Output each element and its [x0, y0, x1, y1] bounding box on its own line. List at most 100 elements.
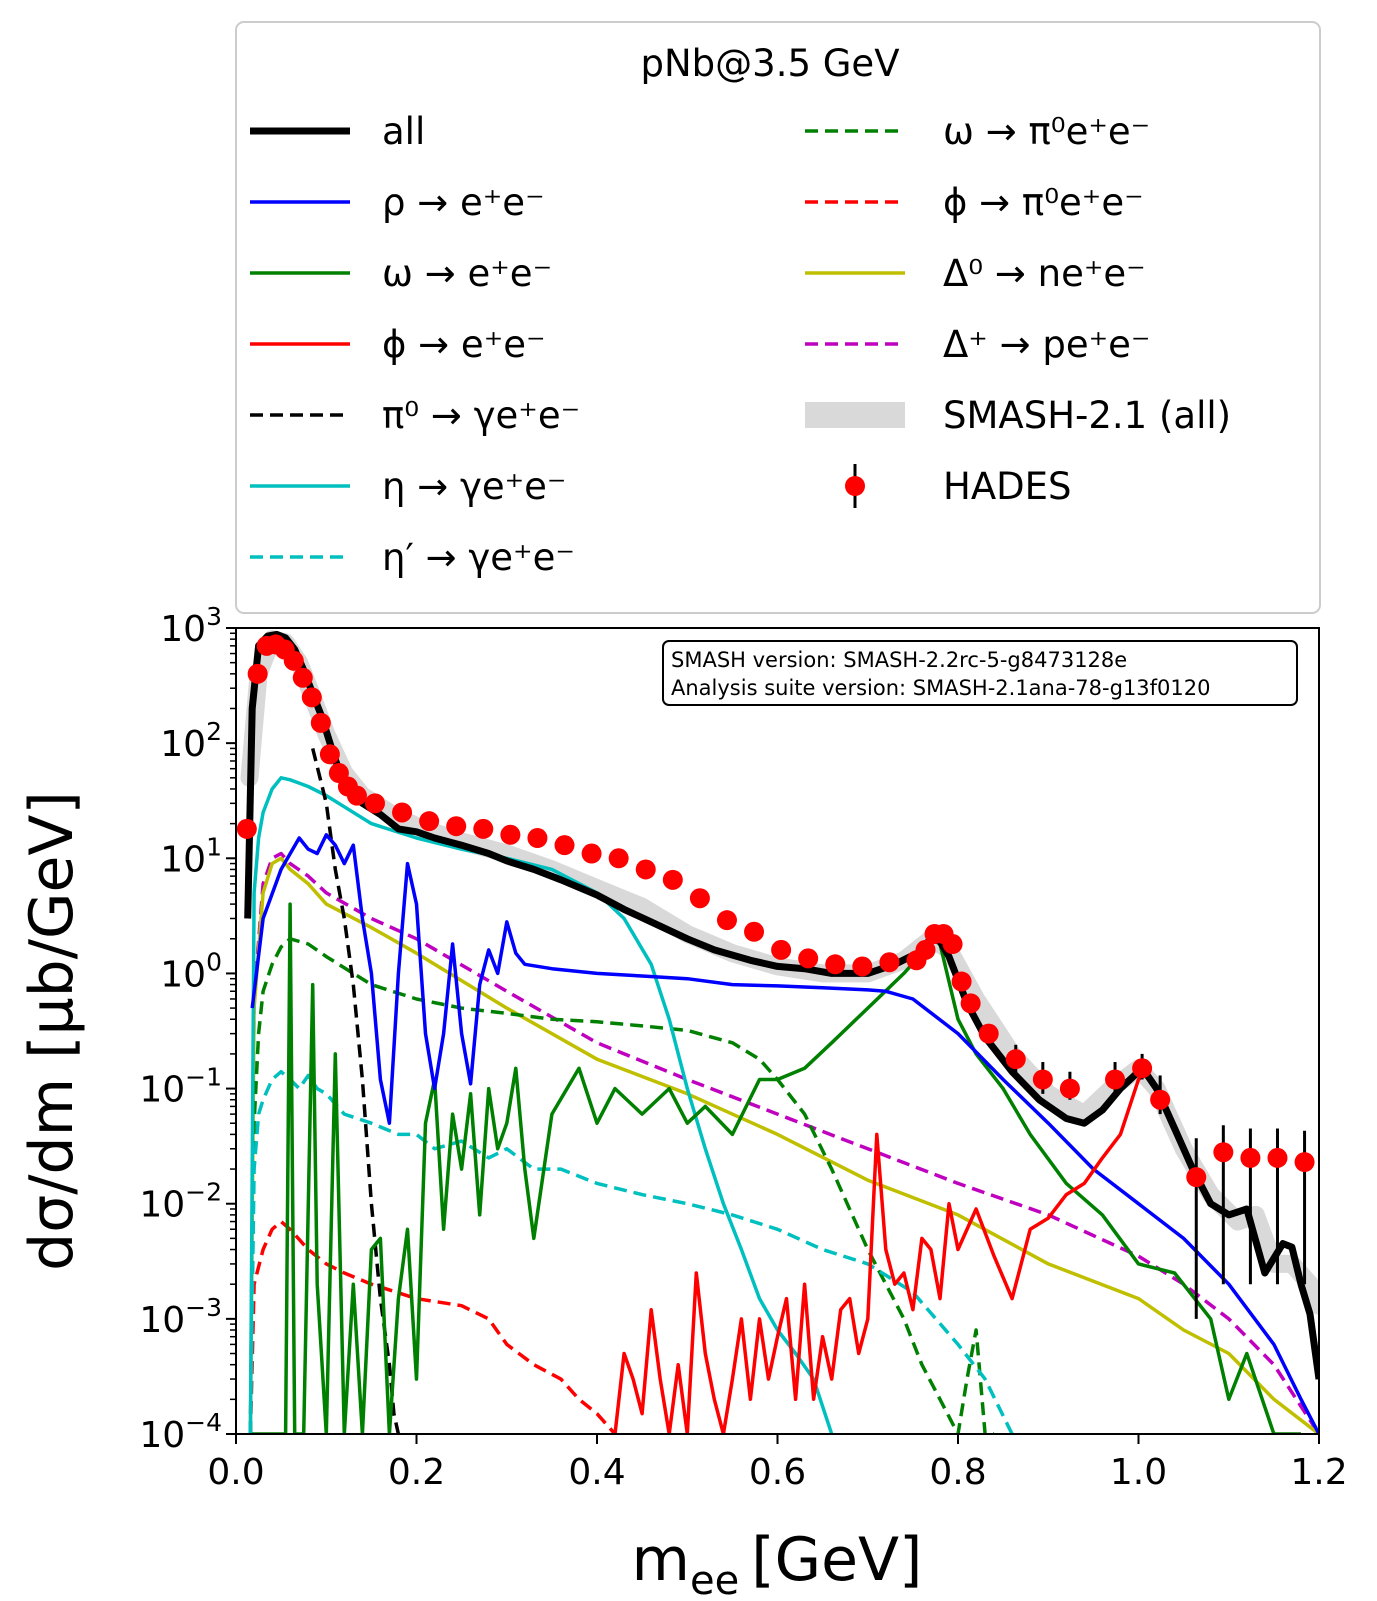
hades-data-point [500, 824, 521, 845]
hades-data-point [581, 843, 602, 864]
series-line-pi0 [311, 747, 401, 1434]
hades-data-point [292, 667, 313, 688]
hades-data-point [771, 939, 792, 960]
legend-label-eta: η → γe⁺e⁻ [382, 465, 566, 508]
series-line-etap [248, 1069, 1014, 1434]
legend-entries: all ρ → e⁺e⁻ ω → e⁺e⁻ ϕ → e⁺e⁻ π⁰ → γe⁺e⁻ η →… [250, 110, 1231, 579]
hades-data-point [1240, 1147, 1261, 1168]
legend-label-rho: ρ → e⁺e⁻ [382, 181, 545, 224]
version-annotation: SMASH version: SMASH-2.2rc-5-g8473128e A… [662, 640, 1298, 706]
hades-data-point [310, 712, 331, 733]
y-tick-label: 100 [160, 947, 222, 995]
hades-data-point [1294, 1152, 1315, 1173]
hades-data-points [236, 634, 1315, 1319]
hades-data-point [879, 952, 900, 973]
legend-label-all: all [382, 110, 425, 153]
hades-data-point [608, 848, 629, 869]
y-tick-label: 101 [160, 832, 222, 880]
x-tick-label: 1.2 [1290, 1452, 1347, 1493]
hades-data-point [689, 888, 710, 909]
hades-data-point [1105, 1069, 1126, 1090]
y-tick-label: 10−2 [139, 1178, 222, 1226]
legend-frame [235, 21, 1321, 614]
hades-data-point [1132, 1058, 1153, 1079]
series-line-deltaP [248, 851, 1319, 1434]
hades-data-point [473, 818, 494, 839]
series-line-all [244, 630, 1319, 1380]
hades-data-point [951, 971, 972, 992]
hades-data-point [635, 859, 656, 880]
legend-label-omega: ω → e⁺e⁻ [382, 252, 552, 295]
annotation-frame [662, 640, 1298, 706]
hades-data-point [744, 921, 765, 942]
legend: pNb@3.5 GeV all ρ → e⁺e⁻ ω → e⁺e⁻ ϕ → e⁺e⁻ π… [235, 21, 1321, 614]
hades-data-point [319, 744, 340, 765]
hades-data-point [825, 954, 846, 975]
hades-data-point [1059, 1078, 1080, 1099]
legend-label-deltaP: Δ⁺ → pe⁺e⁻ [943, 323, 1150, 366]
hades-data-point [852, 956, 873, 977]
legend-label-hades: HADES [943, 465, 1072, 508]
hades-data-point [978, 1023, 999, 1044]
hades-data-point [236, 818, 257, 839]
y-tick-label: 10−1 [139, 1063, 222, 1111]
hades-data-point [662, 869, 683, 890]
x-tick-label: 0.2 [388, 1452, 445, 1493]
hades-data-point [942, 934, 963, 955]
hades-data-point [798, 948, 819, 969]
x-tick-label: 0.6 [749, 1452, 806, 1493]
legend-label-delta0: Δ⁰ → ne⁺e⁻ [943, 252, 1146, 295]
x-tick-label: 0.0 [207, 1452, 264, 1493]
legend-title: pNb@3.5 GeV [641, 42, 900, 85]
hades-data-point [346, 785, 367, 806]
plot-area: 0.0 0.2 0.4 0.6 0.8 1.0 1.2 103 102 101 100 10−1 10… [139, 602, 1347, 1493]
hades-data-point [915, 939, 936, 960]
annotation-line-2: Analysis suite version: SMASH-2.1ana-78-… [671, 676, 1211, 700]
series-line-delta0 [248, 856, 1319, 1434]
series-line-smash21 [240, 630, 1319, 1315]
hades-data-point [527, 828, 548, 849]
hades-data-point [392, 802, 413, 823]
hades-data-point [1186, 1167, 1207, 1188]
legend-label-pi0: π⁰ → γe⁺e⁻ [382, 394, 580, 437]
series-line-rho [250, 833, 1319, 1434]
hades-data-point [247, 663, 268, 684]
hades-data-point [1032, 1069, 1053, 1090]
annotation-line-1: SMASH version: SMASH-2.2rc-5-g8473128e [671, 648, 1127, 672]
legend-label-omegaDalitz: ω → π⁰e⁺e⁻ [943, 110, 1150, 153]
legend-label-smash21: SMASH-2.1 (all) [943, 394, 1231, 437]
series-line-omega [252, 902, 1301, 1434]
hades-data-point [419, 811, 440, 832]
legend-marker-hades [845, 476, 865, 496]
hades-data-point [960, 993, 981, 1014]
hades-data-point [301, 687, 322, 708]
x-axis-label: mee [GeV] [632, 1525, 923, 1601]
hades-data-point [1150, 1089, 1171, 1110]
x-tick-label: 0.8 [929, 1452, 986, 1493]
legend-label-phi: ϕ → e⁺e⁻ [382, 323, 546, 366]
hades-data-point [283, 650, 304, 671]
x-axis-label-unit: [GeV] [751, 1525, 922, 1595]
legend-label-etap: η′ → γe⁺e⁻ [382, 536, 575, 579]
x-axis: 0.0 0.2 0.4 0.6 0.8 1.0 1.2 [207, 1434, 1348, 1493]
series-line-phi [613, 1069, 1319, 1434]
legend-label-phiDalitz: ϕ → π⁰e⁺e⁻ [943, 181, 1144, 224]
y-tick-label: 10−4 [139, 1408, 222, 1456]
series-layer [240, 630, 1319, 1434]
y-axis-label: dσ/dm [μb/GeV] [17, 791, 87, 1271]
y-tick-label: 102 [160, 717, 222, 765]
y-tick-label: 103 [160, 602, 222, 650]
hades-data-point [1267, 1147, 1288, 1168]
x-tick-label: 1.0 [1110, 1452, 1167, 1493]
x-axis-label-main: m [632, 1525, 690, 1595]
hades-data-point [1213, 1142, 1234, 1163]
y-tick-label: 10−3 [139, 1293, 222, 1341]
hades-data-point [446, 816, 467, 837]
hades-data-point [554, 835, 575, 856]
hades-data-point [716, 910, 737, 931]
series-line-omegaDalitz [248, 937, 995, 1434]
x-tick-label: 0.4 [568, 1452, 625, 1493]
hades-data-point [1005, 1049, 1026, 1070]
hades-data-point [364, 793, 385, 814]
